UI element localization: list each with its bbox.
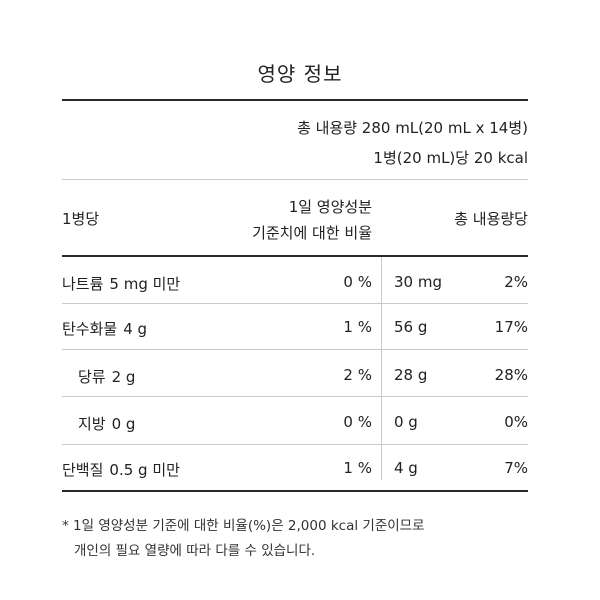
total-daily-value: 17%: [494, 318, 528, 336]
summary-divider: [62, 179, 528, 180]
nutrient-name: 탄수화물 4 g: [62, 320, 148, 338]
table-row: 당류 2 g 2 % 28 g 28%: [62, 366, 528, 390]
nutrient-amount: 0.5 g 미만: [109, 461, 180, 479]
total-amount: 56 g: [394, 318, 428, 336]
table-bottom-divider: [62, 490, 528, 492]
table-row: 탄수화물 4 g 1 % 56 g 17%: [62, 318, 528, 342]
total-content-text: 총 내용량 280 mL(20 mL x 14병): [297, 119, 528, 137]
nutrient-amount: 0 g: [111, 415, 136, 433]
daily-value: 1 %: [343, 459, 372, 477]
total-daily-value: 0%: [504, 413, 528, 431]
row-divider: [62, 444, 528, 445]
column-separator: [381, 257, 382, 480]
daily-value: 1 %: [343, 318, 372, 336]
nutrient-amount: 5 mg 미만: [109, 275, 181, 293]
total-daily-value: 7%: [504, 459, 528, 477]
header-daily-value: 1일 영양성분 기준치에 대한 비율: [252, 194, 372, 246]
header-total-content: 총 내용량당: [454, 210, 528, 228]
daily-value: 0 %: [343, 273, 372, 291]
row-divider: [62, 396, 528, 397]
nutrient-amount: 2 g: [111, 368, 136, 386]
table-row: 지방 0 g 0 % 0 g 0%: [62, 413, 528, 437]
header-daily-value-line1: 1일 영양성분: [288, 198, 372, 216]
total-daily-value: 28%: [494, 366, 528, 384]
total-amount: 28 g: [394, 366, 428, 384]
footnote-line1: * 1일 영양성분 기준에 대한 비율(%)은 2,000 kcal 기준이므로: [62, 518, 425, 534]
total-daily-value: 2%: [504, 273, 528, 291]
daily-value: 0 %: [343, 413, 372, 431]
total-amount: 30 mg: [394, 273, 442, 291]
footnote-line2: 개인의 필요 열량에 따라 다를 수 있습니다.: [74, 543, 316, 559]
nutrient-name: 지방 0 g: [78, 415, 136, 433]
per-bottle-calories-text: 1병(20 mL)당 20 kcal: [373, 149, 528, 167]
nutrient-name: 단백질 0.5 g 미만: [62, 461, 180, 479]
nutrient-name: 나트륨 5 mg 미만: [62, 275, 181, 293]
row-divider: [62, 349, 528, 350]
header-divider: [62, 255, 528, 257]
daily-value: 2 %: [343, 366, 372, 384]
page-title: 영양 정보: [257, 62, 343, 86]
total-amount: 4 g: [394, 459, 418, 477]
nutrient-name: 당류 2 g: [78, 368, 136, 386]
total-amount: 0 g: [394, 413, 418, 431]
table-row: 단백질 0.5 g 미만 1 % 4 g 7%: [62, 459, 528, 483]
header-per-bottle: 1병당: [62, 210, 100, 228]
table-row: 나트륨 5 mg 미만 0 % 30 mg 2%: [62, 273, 528, 297]
nutrient-amount: 4 g: [123, 320, 148, 338]
row-divider: [62, 303, 528, 304]
title-divider: [62, 99, 528, 101]
header-daily-value-line2: 기준치에 대한 비율: [252, 224, 372, 242]
